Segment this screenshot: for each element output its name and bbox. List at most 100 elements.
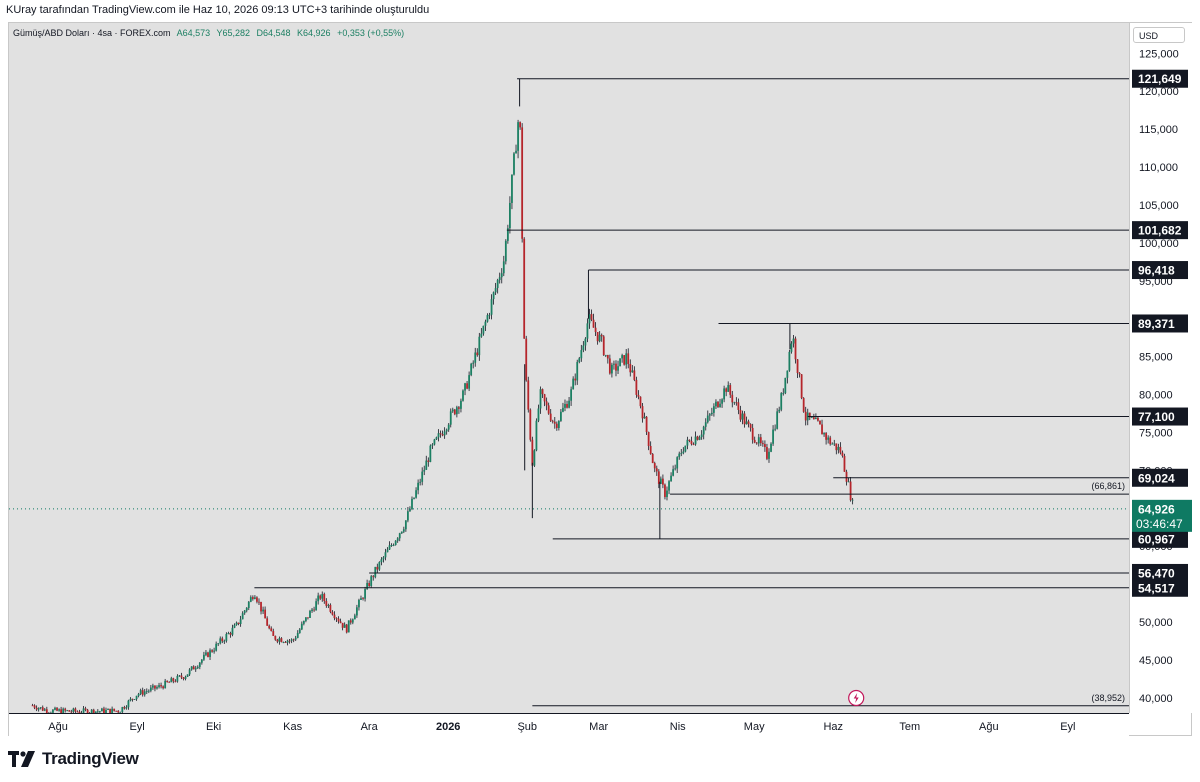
candle-body (378, 562, 381, 570)
candle-body (35, 707, 38, 710)
price-axis[interactable]: 40,00045,00050,00055,00060,00065,00070,0… (1129, 23, 1192, 713)
candle-body (455, 407, 458, 415)
candle-body (245, 607, 248, 611)
candle-body (584, 338, 587, 346)
price-tick-label: 110,000 (1139, 162, 1178, 174)
candle-body (517, 122, 519, 151)
candle-body (568, 400, 570, 408)
price-tick-label: 120,000 (1139, 86, 1179, 98)
level-badge (1132, 221, 1188, 240)
candle-body (162, 686, 165, 689)
candle-body (470, 363, 473, 376)
candle-body (453, 409, 456, 415)
candle-body (351, 619, 354, 623)
candle-body (388, 545, 391, 550)
candle-body (323, 593, 326, 601)
candle-body (551, 420, 554, 422)
candle-body (341, 622, 344, 628)
candle-body (847, 481, 850, 483)
candle-body (649, 446, 652, 455)
chart-frame: Gümüş/ABD Doları · 4sa · FOREX.com A64,5… (8, 22, 1192, 736)
candle-body (790, 343, 793, 352)
candle-body (547, 405, 550, 414)
candle-body (107, 708, 109, 710)
candle-body (557, 420, 560, 428)
candle-body (780, 393, 783, 410)
candle-body (396, 538, 399, 541)
candle-body (68, 710, 71, 712)
candle-body (235, 622, 238, 625)
candle-body (733, 402, 736, 404)
candle-body (798, 372, 801, 375)
candle-body (437, 433, 440, 438)
candle-body (333, 614, 336, 619)
candle-body (521, 127, 524, 239)
candle-body (662, 478, 664, 485)
candle-body (284, 642, 287, 643)
candle-body (292, 639, 295, 641)
candle-body (315, 601, 318, 611)
chart-plot-area[interactable]: Gümüş/ABD Doları · 4sa · FOREX.com A64,5… (9, 23, 1129, 713)
candle-body (178, 675, 181, 677)
candle-body (247, 601, 250, 608)
candle-body (621, 355, 624, 359)
candle-body (680, 453, 683, 454)
candle-body (468, 375, 471, 389)
candle-body (31, 705, 34, 707)
candle-body (564, 404, 566, 408)
candle-body (574, 378, 577, 381)
candle-body (562, 407, 564, 412)
candle-body (708, 414, 711, 416)
candle-body (74, 708, 77, 712)
candle-body (764, 444, 766, 448)
candle-body (625, 353, 628, 365)
candle-body (41, 707, 44, 711)
candle-body (715, 401, 717, 407)
candle-body (258, 601, 260, 603)
candle-body (52, 709, 54, 713)
candle-body (539, 389, 542, 409)
candle-body (331, 611, 334, 615)
candle-body (143, 691, 146, 695)
candle-body (543, 394, 546, 402)
candle-body (588, 314, 591, 324)
candle-body (96, 711, 99, 713)
candle-body (553, 421, 556, 424)
candle-body (376, 566, 379, 570)
candle-body (276, 639, 279, 642)
candle-body (227, 633, 230, 634)
candle-body (786, 370, 789, 378)
ohlc-open: A64,573 (176, 28, 211, 38)
candle-body (368, 583, 371, 586)
candle-body (478, 336, 481, 356)
candle-body (796, 359, 799, 373)
candle-body (817, 417, 819, 421)
level-badge (1132, 69, 1188, 88)
candle-body (778, 409, 781, 412)
candle-body (180, 675, 183, 678)
candle-body (339, 621, 342, 623)
candle-body (39, 707, 42, 709)
candle-body (821, 424, 823, 435)
candle-body (845, 471, 848, 482)
currency-badge[interactable]: USD (1133, 27, 1185, 43)
candle-body (580, 350, 583, 359)
candle-body (427, 460, 430, 462)
candle-body (678, 453, 681, 458)
candle-body (209, 650, 211, 657)
candle-body (211, 650, 213, 652)
price-tick-label: 80,000 (1139, 390, 1173, 402)
level-label: 77,100 (1138, 410, 1175, 424)
candle-body (60, 709, 63, 713)
time-axis[interactable]: Ağu Eyl Eki Kas Ara 2026 Şub Mar Nis May Haz Tem Ağu… (9, 713, 1129, 736)
candle-body (260, 601, 262, 612)
chart-caption: KUray tarafından TradingView.com ile Haz… (6, 4, 430, 16)
candle-body (288, 640, 291, 642)
candle-body (743, 413, 746, 425)
candle-body (117, 710, 120, 713)
candle-body (674, 468, 677, 470)
candle-body (431, 444, 434, 446)
candle-body (600, 334, 603, 337)
candle-body (158, 685, 160, 688)
candle-body (409, 509, 411, 512)
